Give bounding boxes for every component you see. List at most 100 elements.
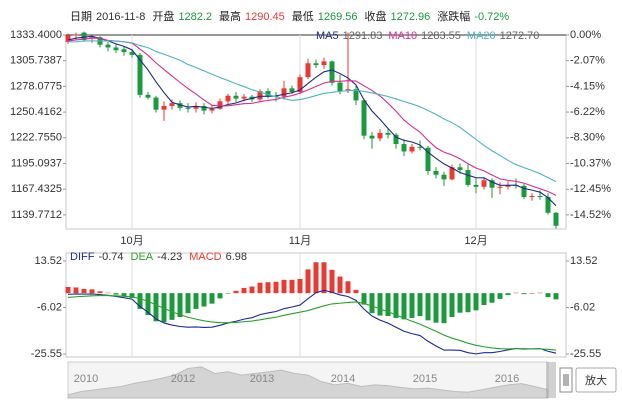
macd-bar — [305, 269, 311, 294]
macd-bar — [185, 293, 191, 314]
year-label: 2012 — [171, 373, 195, 385]
y2-tick-label: 0.00% — [570, 29, 601, 41]
candle-body — [553, 212, 559, 226]
macd-bar — [457, 293, 463, 313]
macd-bar — [441, 293, 447, 324]
macd-bar — [217, 293, 223, 299]
macd-bar — [265, 282, 271, 294]
y2-tick-label: -6.02 — [570, 301, 595, 313]
y-tick-label: 1222.7550 — [10, 132, 62, 144]
legend-name: MACD — [189, 251, 221, 263]
macd-bar — [81, 288, 87, 294]
header-label: 最低 — [292, 10, 314, 23]
candle-body — [257, 91, 263, 100]
navigator-window[interactable] — [546, 362, 556, 398]
ma-line — [68, 40, 557, 183]
header-info: 日期 2016-11-8 开盘 1282.2 最高 1290.45 最低 1269.56 收盘 1… — [70, 9, 509, 23]
y2-tick-label: -12.45% — [570, 183, 611, 195]
candle-body — [505, 184, 511, 187]
candle-body — [545, 196, 551, 213]
macd-bar — [249, 286, 255, 294]
candle-body — [81, 32, 87, 41]
legend-value: 1291.83 — [343, 30, 383, 42]
macd-bar — [289, 279, 295, 294]
y-tick-label: 1167.4325 — [11, 183, 62, 195]
candle-body — [177, 103, 183, 108]
candle-body — [369, 135, 375, 139]
candle-body — [433, 170, 439, 175]
macd-line — [67, 295, 557, 351]
candle-body — [377, 132, 383, 139]
macd-bar — [89, 289, 95, 294]
macd-bar — [353, 289, 359, 294]
candle-body — [537, 196, 543, 198]
macd-bar — [553, 293, 559, 300]
candle-body — [169, 103, 175, 106]
candle-body — [225, 95, 231, 102]
candle-body — [161, 105, 167, 110]
macd-frame — [65, 252, 567, 358]
y-tick-label: -25.55 — [31, 348, 62, 360]
candle-body — [233, 95, 239, 99]
x-tick-label: 12月 — [464, 235, 487, 247]
candle-body — [313, 63, 319, 66]
year-label: 2014 — [331, 373, 355, 385]
candle-body — [65, 35, 71, 42]
header-value: 1282.2 — [178, 11, 212, 23]
macd-bar — [369, 293, 375, 314]
x-tick-label: 11月 — [289, 235, 311, 247]
macd-legend: DIFF -0.74 DEA -4.23 MACD 6.98 — [70, 251, 247, 263]
header-value: 1290.45 — [245, 11, 285, 23]
header-label: 日期 — [70, 10, 92, 23]
legend-name: MA10 — [388, 30, 417, 42]
zoom-button[interactable] — [575, 367, 617, 393]
candle-body — [481, 180, 487, 187]
macd-bar — [345, 281, 351, 294]
macd-bar — [225, 293, 231, 294]
legend-name: DIFF — [70, 251, 95, 263]
legend-name: MA5 — [316, 30, 339, 42]
macd-bar — [153, 293, 159, 322]
ma-line — [67, 37, 557, 196]
zoom-button-label[interactable]: 放大 — [585, 373, 607, 387]
legend-value: 1283.55 — [421, 30, 461, 42]
macd-bar — [481, 293, 487, 306]
legend-value: -0.74 — [98, 251, 123, 263]
macd-bar — [385, 293, 391, 317]
macd-bar — [361, 293, 367, 305]
macd-bar — [105, 292, 111, 294]
ma-line — [67, 35, 557, 207]
candle-body — [153, 97, 159, 110]
candle-body — [361, 100, 367, 136]
macd-bar — [145, 293, 151, 316]
header-label: 收盘 — [365, 9, 387, 23]
macd-bar — [337, 276, 343, 294]
candle-body — [353, 89, 359, 101]
year-label: 2013 — [250, 373, 274, 385]
candle-body — [385, 132, 391, 135]
header-label: 最高 — [219, 9, 241, 23]
candle-body — [441, 174, 447, 180]
macd-bar — [521, 293, 527, 295]
header-value: -0.72% — [474, 11, 509, 23]
legend-value: -4.23 — [157, 251, 182, 263]
macd-bar — [449, 293, 455, 317]
macd-bar — [209, 293, 215, 304]
candle-body — [489, 180, 495, 188]
y-tick-label: 1305.7387 — [10, 55, 62, 67]
y2-tick-label: -2.07% — [570, 55, 605, 67]
candle-body — [137, 54, 143, 95]
candle-body — [521, 185, 527, 197]
macd-bar — [529, 293, 535, 294]
macd-bar — [129, 293, 135, 298]
year-label: 2016 — [495, 373, 519, 385]
candle-body — [449, 167, 455, 180]
macd-bar — [425, 293, 431, 321]
candle-body — [473, 184, 479, 187]
header-value: 1272.96 — [391, 11, 431, 23]
year-label: 2015 — [413, 373, 437, 385]
macd-bar — [177, 293, 183, 317]
macd-bar — [97, 291, 103, 294]
legend-name: DEA — [131, 251, 154, 263]
